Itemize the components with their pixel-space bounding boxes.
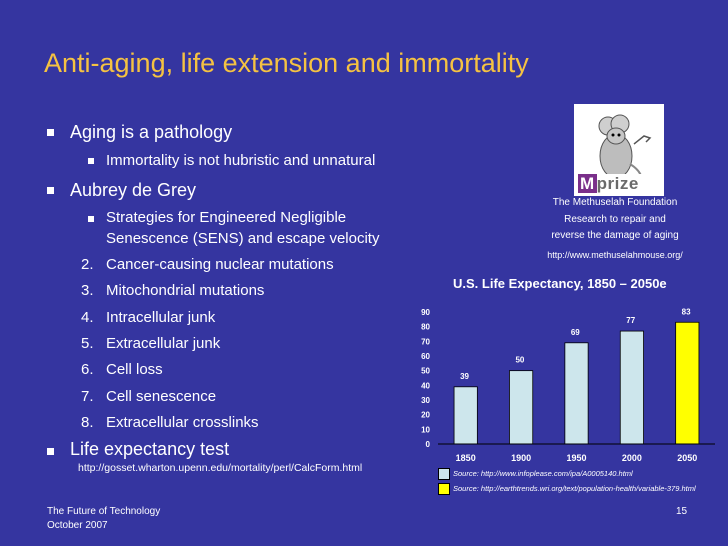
y-tick-label: 20 [421, 411, 430, 420]
bullet-marker [47, 187, 54, 194]
foundation-url[interactable]: http://www.methuselahmouse.org/ [547, 250, 683, 260]
numbered-item: Extracellular junk [106, 335, 221, 352]
numbered-item-number: 3. [81, 282, 94, 299]
mouse-icon [578, 114, 660, 192]
numbered-item-number: 6. [81, 361, 94, 378]
footer-date: October 2007 [47, 520, 108, 531]
y-tick-label: 50 [421, 367, 430, 376]
numbered-item: Cancer-causing nuclear mutations [106, 256, 334, 273]
x-tick-label: 1950 [566, 453, 586, 463]
foundation-desc-line2: reverse the damage of aging [551, 230, 679, 241]
y-tick-label: 10 [421, 425, 430, 434]
y-tick-label: 70 [421, 337, 430, 346]
x-tick-label: 2050 [677, 453, 697, 463]
y-tick-label: 80 [421, 323, 430, 332]
numbered-item: Intracellular junk [106, 309, 216, 326]
legend-swatch-history [438, 468, 450, 480]
bullet-grey: Aubrey de Grey [70, 180, 197, 200]
y-tick-label: 90 [421, 308, 430, 317]
data-label: 83 [682, 307, 691, 316]
numbered-item: Mitochondrial mutations [106, 282, 265, 299]
x-tick-label: 1850 [456, 453, 476, 463]
sub-bullet-immortality: Immortality is not hubristic and unnatur… [106, 152, 376, 169]
sub-bullet-sens-line1: Strategies for Engineered Negligible [106, 209, 347, 226]
numbered-item-number: 2. [81, 256, 94, 273]
y-axis: 0 10 20 30 40 50 60 70 80 90 [421, 308, 430, 449]
sub-bullet-marker [88, 158, 94, 164]
numbered-item-number: 7. [81, 388, 94, 405]
bullet-aging: Aging is a pathology [70, 122, 233, 142]
legend-swatch-projection [438, 483, 450, 495]
footer-title: The Future of Technology [47, 506, 161, 517]
numbered-item-number: 4. [81, 309, 94, 326]
foundation-name: The Methuselah Foundation [552, 197, 678, 208]
page-number: 15 [676, 506, 688, 517]
numbered-item-number: 5. [81, 335, 94, 352]
slide-title: Anti-aging, life extension and immortali… [44, 48, 529, 78]
chart-title: U.S. Life Expectancy, 1850 – 2050e [453, 276, 667, 291]
bar-2000 [619, 330, 644, 445]
bullet-life-expectancy: Life expectancy test [70, 439, 230, 459]
data-label: 39 [460, 372, 469, 381]
numbered-item: Cell senescence [106, 388, 217, 405]
data-label: 77 [626, 316, 635, 325]
data-label: 50 [515, 356, 524, 365]
bullet-marker [47, 129, 54, 136]
y-tick-label: 40 [421, 381, 430, 390]
numbered-item-number: 8. [81, 414, 94, 431]
bars: 39 50 69 77 83 [453, 307, 700, 445]
y-tick-label: 0 [426, 440, 431, 449]
chart-source-1[interactable]: Source: http://www.infoplease.com/ipa/A0… [453, 469, 633, 478]
data-label: 69 [571, 328, 580, 337]
bar-1900 [509, 370, 534, 445]
chart-source-2[interactable]: Source: http://earthtrends.wri.org/text/… [453, 484, 696, 493]
bullet-marker [47, 448, 54, 455]
x-tick-label: 2000 [622, 453, 642, 463]
x-tick-label: 1900 [511, 453, 531, 463]
foundation-desc-line1: Research to repair and [564, 214, 666, 225]
numbered-item: Cell loss [106, 361, 163, 378]
sub-bullet-marker [88, 216, 94, 222]
bar-1950 [564, 342, 589, 445]
y-tick-label: 60 [421, 352, 430, 361]
y-tick-label: 30 [421, 396, 430, 405]
x-axis: 1850 1900 1950 2000 2050 [438, 443, 715, 463]
sub-bullet-sens-line2: Senescence (SENS) and escape velocity [106, 230, 380, 247]
life-expectancy-link[interactable]: http://gosset.wharton.upenn.edu/mortalit… [78, 462, 363, 474]
bar-1850 [453, 386, 478, 445]
numbered-item: Extracellular crosslinks [106, 414, 259, 431]
bar-2050 [675, 321, 700, 445]
